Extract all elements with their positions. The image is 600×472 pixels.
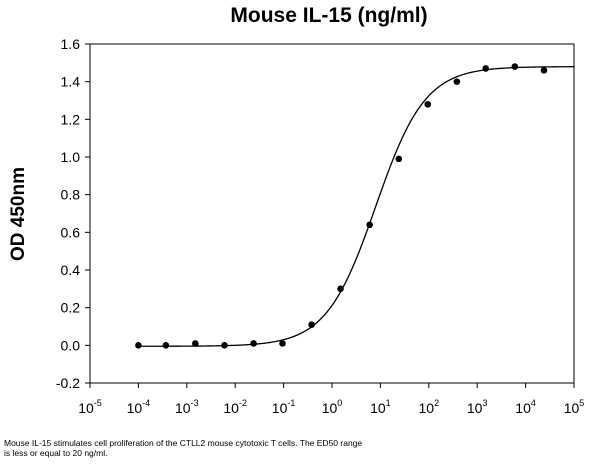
x-tick-exponent: 1: [386, 398, 391, 408]
x-tick-base: 10: [515, 400, 531, 416]
data-points-layer: [135, 63, 548, 349]
fit-curve-layer: [138, 66, 575, 347]
x-tick-label: 105: [564, 398, 585, 416]
data-point: [366, 221, 373, 229]
x-tick-label: 100: [322, 398, 343, 416]
y-tick-label: 0.6: [61, 224, 81, 240]
y-tick-label: 1.6: [61, 36, 81, 52]
y-tick-label: 0.4: [61, 262, 81, 278]
x-tick-base: 10: [78, 400, 94, 416]
x-tick-label: 10-1: [272, 398, 296, 416]
x-tick-label: 103: [467, 398, 488, 416]
data-point: [337, 285, 344, 293]
x-tick-base: 10: [127, 400, 143, 416]
data-point: [511, 63, 519, 70]
x-tick-exponent: -3: [191, 398, 199, 408]
data-point: [453, 78, 461, 85]
x-tick-exponent: 3: [482, 398, 487, 408]
x-tick-label: 10-2: [223, 398, 247, 416]
x-tick-exponent: -5: [94, 398, 102, 408]
chart: Mouse IL-15 (ng/ml) OD 450nm -0.2 0.0 0.2 0…: [8, 4, 584, 416]
x-tick-exponent: -1: [287, 398, 295, 408]
x-tick-base: 10: [175, 400, 191, 416]
x-tick-base: 10: [467, 400, 483, 416]
axes: -0.20.00.20.40.60.81.01.21.41.610-5 10-4 1…: [56, 36, 584, 416]
data-point: [221, 342, 228, 349]
x-tick-label: 101: [370, 398, 391, 416]
data-point: [308, 321, 315, 328]
x-tick-base: 10: [322, 400, 338, 416]
x-tick-base: 10: [223, 400, 239, 416]
x-tick-base: 10: [370, 400, 386, 416]
y-tick-label: 0.0: [61, 337, 81, 353]
fit-curve: [138, 66, 575, 347]
x-tick-base: 10: [564, 400, 580, 416]
x-tick-exponent: 2: [434, 398, 439, 408]
x-tick-exponent: 5: [579, 398, 584, 408]
x-tick-base: 10: [272, 400, 288, 416]
y-axis-label: OD 450nm: [8, 167, 29, 261]
x-tick-label: 102: [419, 398, 440, 416]
x-tick-label: 10-4: [127, 398, 151, 416]
data-point: [279, 340, 286, 347]
chart-title: Mouse IL-15 (ng/ml): [230, 4, 427, 27]
data-point: [482, 65, 490, 72]
data-point: [192, 340, 199, 347]
x-tick-exponent: 0: [337, 398, 342, 408]
x-tick-label: 10-5: [78, 398, 102, 416]
x-tick-exponent: -2: [239, 398, 247, 408]
y-tick-label: 0.8: [61, 187, 81, 203]
data-point: [395, 155, 403, 163]
x-tick-exponent: 4: [531, 398, 536, 408]
x-tick-label: 10-3: [175, 398, 199, 416]
figure-caption: Mouse IL-15 stimulates cell proliferatio…: [4, 438, 363, 458]
y-tick-label: 1.4: [61, 74, 81, 90]
x-tick-base: 10: [419, 400, 435, 416]
data-point: [135, 342, 142, 349]
plot-frame: [89, 43, 575, 384]
y-tick-label: 1.2: [61, 111, 81, 127]
y-tick-label: -0.2: [56, 375, 80, 391]
data-point: [162, 342, 170, 349]
x-tick-exponent: -4: [142, 398, 150, 408]
y-tick-label: 1.0: [61, 149, 81, 165]
x-tick-label: 104: [515, 398, 536, 416]
data-point: [424, 100, 432, 108]
data-point: [250, 340, 257, 347]
data-point: [540, 67, 548, 74]
y-tick-label: 0.2: [61, 300, 81, 316]
